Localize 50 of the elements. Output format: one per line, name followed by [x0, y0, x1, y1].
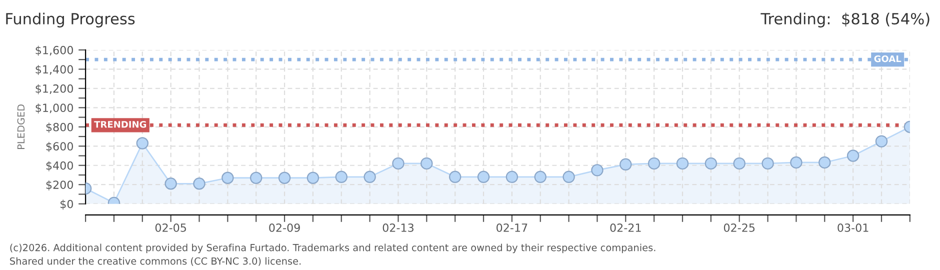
point — [477, 170, 490, 184]
point — [136, 137, 149, 150]
point — [875, 135, 888, 148]
y-tick-label: $800 — [46, 122, 73, 133]
y-tick-label: $600 — [46, 142, 73, 152]
point — [676, 157, 689, 170]
x-tick-label: 02-17 — [496, 223, 528, 232]
x-tick-label: 02-13 — [382, 223, 414, 232]
text: Trending: $818 (54%) — [760, 12, 930, 28]
y-tick-label: $1,200 — [36, 84, 73, 94]
point — [448, 170, 462, 184]
x-tick-label: 03-01 — [838, 223, 868, 232]
point — [818, 156, 831, 169]
point — [704, 157, 718, 170]
point — [620, 158, 632, 171]
point — [562, 170, 575, 184]
point — [250, 172, 262, 184]
point — [392, 157, 404, 170]
point — [648, 157, 660, 170]
text: Shared under the creative commons (CC BY-NC 3.0) license. — [10, 257, 301, 266]
text: (c)2026. Additional content provided by Serafina Furtado. Trademarks and related content are owned by their respective companies. — [10, 244, 656, 254]
y-axis-title: PLEDGED — [17, 104, 25, 149]
x-tick-label: 02-25 — [724, 223, 755, 232]
chart-title: Funding Progress — [6, 12, 135, 28]
y-tick-label: $200 — [46, 180, 73, 190]
point — [306, 172, 320, 184]
y-tick-label: $1,400 — [36, 64, 73, 76]
point — [506, 170, 518, 184]
point — [762, 157, 774, 170]
y-tick-label: $1,600 — [36, 46, 73, 56]
point — [164, 178, 177, 190]
point — [364, 170, 376, 184]
point — [222, 172, 234, 184]
x-tick-label: 02-21 — [610, 223, 641, 232]
point — [846, 150, 860, 162]
point — [193, 178, 206, 190]
point — [534, 170, 546, 184]
point — [278, 172, 291, 184]
ref-line-label: GOAL — [874, 55, 902, 62]
point — [733, 157, 746, 170]
y-tick-label: $400 — [46, 161, 73, 172]
x-tick-label: 02-05 — [155, 223, 186, 232]
point — [790, 156, 802, 169]
point — [335, 170, 348, 184]
x-tick-label: 02-09 — [269, 223, 300, 232]
ref-line-label: TRENDING — [94, 120, 146, 128]
y-tick-label: $1,000 — [36, 103, 73, 114]
point — [591, 164, 604, 176]
point — [420, 157, 433, 170]
y-tick-label: $0 — [60, 200, 73, 210]
